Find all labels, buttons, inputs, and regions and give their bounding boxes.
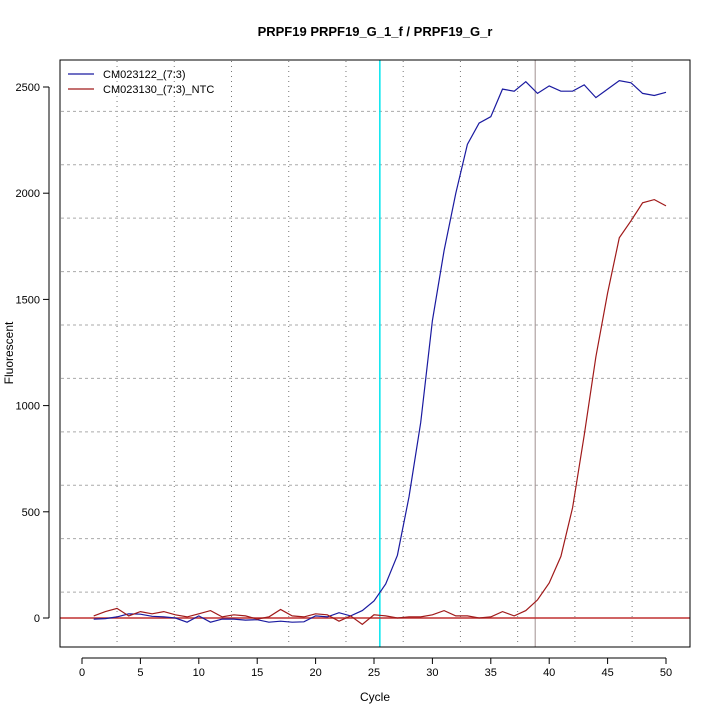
y-tick-label: 1500 (16, 294, 40, 306)
y-axis-label: Fluorescent (2, 321, 16, 384)
x-axis: 0 5 10 15 20 25 30 35 40 45 50 (79, 657, 672, 679)
legend-label: CM023130_(7:3)_NTC (103, 84, 214, 96)
y-tick-label: 0 (34, 613, 40, 625)
x-tick-label: 45 (601, 667, 613, 679)
series-line-2 (93, 198, 667, 626)
x-tick-label: 15 (251, 667, 263, 679)
legend: CM023122_(7:3) CM023130_(7:3)_NTC (68, 69, 214, 96)
y-tick-label: 2500 (16, 82, 40, 94)
legend-label: CM023122_(7:3) (103, 69, 186, 81)
y-tick-label: 2000 (16, 188, 40, 200)
x-tick-label: 50 (660, 667, 672, 679)
x-tick-label: 30 (426, 667, 438, 679)
chart-title: PRPF19 PRPF19_G_1_f / PRPF19_G_r (258, 24, 493, 39)
grid (61, 61, 689, 646)
y-axis: 0 500 1000 1500 2000 2500 (16, 82, 50, 625)
x-tick-label: 0 (79, 667, 85, 679)
series-line-1 (93, 79, 667, 623)
x-axis-label: Cycle (360, 690, 390, 704)
x-tick-label: 25 (368, 667, 380, 679)
x-tick-label: 40 (543, 667, 555, 679)
x-tick-label: 35 (485, 667, 497, 679)
x-tick-label: 10 (193, 667, 205, 679)
x-tick-label: 5 (137, 667, 143, 679)
series-lines (93, 79, 667, 626)
plot-frame (59, 59, 691, 648)
y-tick-label: 1000 (16, 401, 40, 413)
x-tick-label: 20 (309, 667, 321, 679)
reference-lines (60, 60, 690, 647)
y-tick-label: 500 (22, 507, 40, 519)
